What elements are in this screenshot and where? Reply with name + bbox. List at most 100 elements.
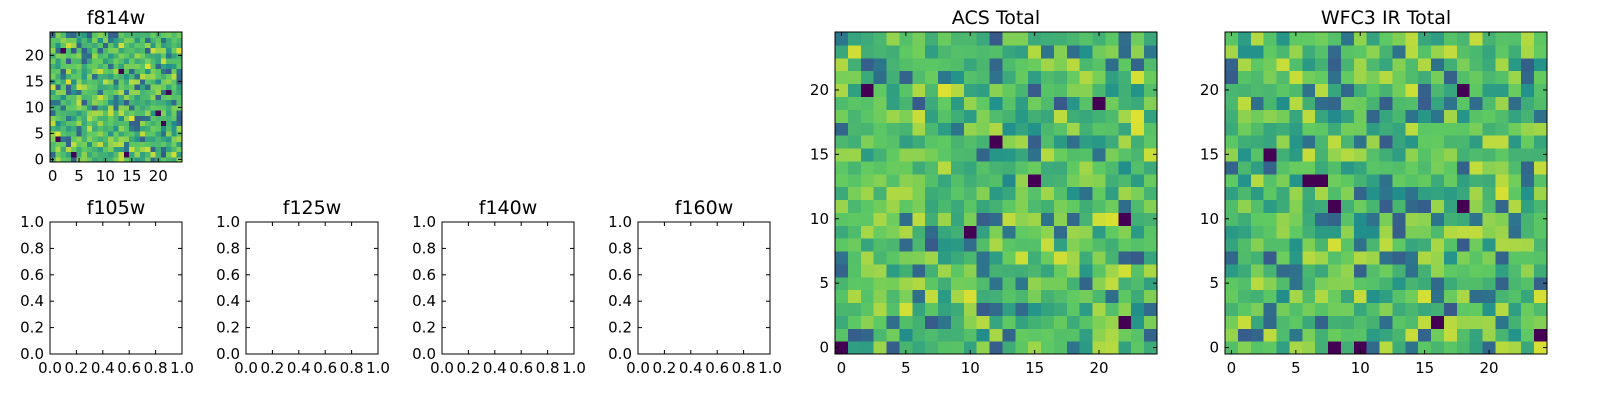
heatmap-cell [1105,289,1119,304]
heatmap-cell [1041,276,1055,291]
heatmap-cell [97,78,104,85]
heatmap-cell [1263,57,1278,72]
heatmap-cell [899,238,913,252]
heatmap-cell [86,130,93,137]
y-tick-label: 0.4 [216,292,240,310]
heatmap-cell [166,52,173,59]
heatmap-cell [1263,328,1278,342]
heatmap-cell [92,125,99,132]
heatmap-cell [1482,135,1497,149]
heatmap-cell [97,32,104,38]
heatmap-cell [81,99,88,106]
heatmap-cell [860,83,875,97]
heatmap-cell [1118,147,1132,162]
heatmap-cell [1534,341,1548,355]
heatmap-cell [102,52,109,59]
heatmap-cell [1105,44,1119,59]
heatmap-cell [1353,57,1368,72]
heatmap-cell [1276,57,1290,72]
heatmap-cell [171,151,178,158]
x-tick-label: 0.2 [456,359,480,377]
heatmap-cell [1092,212,1107,226]
heatmap-cell [97,73,104,80]
heatmap-cell [118,125,125,132]
heatmap-cell [1105,83,1119,97]
heatmap-cell [1131,44,1145,59]
heatmap-cell [65,42,72,49]
heatmap-cell [150,156,157,163]
heatmap-cell [50,84,56,90]
heatmap-cell [1131,302,1145,316]
heatmap-cell [1495,238,1509,252]
heatmap-cell [113,73,120,80]
heatmap-cell [113,63,120,69]
heatmap-cell [129,58,136,64]
heatmap-cell [1392,173,1406,188]
heatmap-cell [86,94,93,101]
heatmap-cell [1015,44,1029,59]
x-tick-label: 0.8 [536,359,560,377]
heatmap-cell [1431,44,1445,59]
heatmap-cell [860,109,875,123]
heatmap-cell [925,135,939,149]
heatmap-cell [1118,199,1132,213]
heatmap-cell [1066,302,1081,316]
heatmap-cell [1118,83,1132,97]
heatmap-cell [71,52,77,59]
heatmap-cell [1079,70,1094,85]
heatmap-cell [1443,225,1458,239]
heatmap-cell [1431,250,1445,265]
heatmap-cell [976,225,991,239]
heatmap-cell [873,32,888,46]
heatmap-cell [123,99,130,106]
heatmap-cell [160,73,167,80]
heatmap-cell [1118,250,1132,265]
heatmap-cell [118,52,125,59]
heatmap-cell [1340,199,1355,213]
heatmap-cell [55,130,62,137]
y-tick-label: 0.2 [216,319,240,337]
heatmap-cell [1392,44,1406,59]
heatmap-cell [86,58,93,64]
heatmap-cell [1289,302,1303,316]
y-tick-label: 10 [25,98,44,116]
heatmap-cell [76,125,83,132]
plot-frame [834,31,1158,355]
heatmap-cell [1443,135,1458,149]
heatmap-cell [86,78,93,85]
heatmap-cell [1521,173,1535,188]
heatmap-cell [166,110,173,116]
heatmap-cell [166,47,173,54]
heatmap-cell [155,94,162,101]
heatmap-cell [938,263,952,278]
heatmap-cell [1144,328,1158,342]
heatmap-cell [1289,276,1303,291]
heatmap-cell [129,52,136,59]
heatmap-cell [976,212,991,226]
heatmap-cell [118,115,125,121]
heatmap-cell [1328,173,1342,188]
heatmap-cell [60,58,67,64]
heatmap-cell [1534,135,1548,149]
heatmap-cell [1263,83,1278,97]
heatmap-cell [1079,135,1094,149]
heatmap-cell [160,68,167,75]
heatmap-cell [102,89,109,95]
heatmap-cell [1418,263,1432,278]
heatmap-cell [1366,341,1381,355]
heatmap-cell [1456,109,1471,123]
heatmap-cell [150,110,157,116]
heatmap-cell [123,73,130,80]
heatmap-cell [1418,199,1432,213]
heatmap-cell [1289,44,1303,59]
heatmap-cell [1079,199,1094,213]
heatmap-cell [1443,238,1458,252]
heatmap-cell [860,122,875,136]
heatmap-cell [1053,250,1068,265]
heatmap-cell [155,141,162,147]
heatmap-cell [1418,83,1432,97]
heatmap-cell [1482,341,1497,355]
heatmap-cell [55,37,62,43]
heatmap-cell [1289,96,1303,110]
